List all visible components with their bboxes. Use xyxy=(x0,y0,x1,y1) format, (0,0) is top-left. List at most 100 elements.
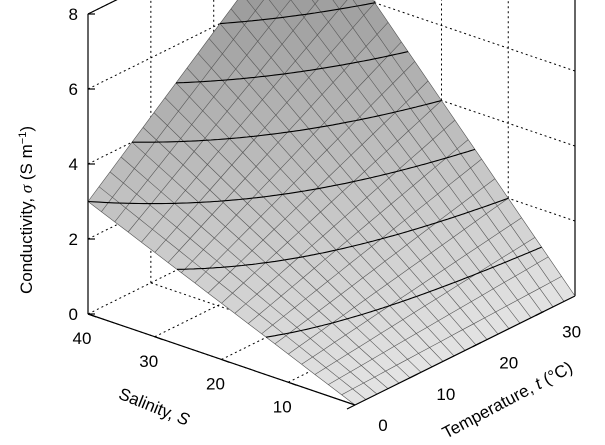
mesh-line-temperature xyxy=(352,0,565,302)
surface-patch xyxy=(298,222,323,246)
mesh-line-temperature xyxy=(109,171,378,395)
surface-patch xyxy=(417,80,442,111)
surface-patch xyxy=(209,177,235,203)
surface-patch xyxy=(333,216,359,241)
surface-patch xyxy=(383,346,408,366)
surface-patch xyxy=(243,272,268,295)
surface-patch xyxy=(341,388,366,405)
surface-patch xyxy=(539,282,564,307)
surface-patch xyxy=(202,96,228,125)
surface-patch xyxy=(459,167,484,196)
contour-line xyxy=(265,246,542,338)
mesh-line-temperature xyxy=(290,0,532,318)
surface-patch xyxy=(322,82,347,112)
surface-patch xyxy=(382,229,407,254)
surface-patch xyxy=(263,229,288,253)
surface-patch xyxy=(473,317,498,340)
surface-patch xyxy=(286,90,312,119)
surface-patch xyxy=(205,260,231,283)
surface-patch xyxy=(245,294,271,315)
surface-patch xyxy=(304,161,330,187)
surface-patch xyxy=(209,23,234,54)
surface-patch xyxy=(291,145,316,173)
surface-patch xyxy=(180,124,206,152)
surface-patch xyxy=(366,187,392,214)
surface-patch xyxy=(340,286,366,308)
surface-patch xyxy=(240,112,265,140)
surface-patch xyxy=(424,299,450,321)
tick-marks xyxy=(87,13,544,410)
surface-patch xyxy=(422,276,447,300)
surface-patch xyxy=(282,183,308,209)
surface-patch xyxy=(334,335,359,354)
z-tick-labels: 0 2 4 6 8 xyxy=(69,5,78,324)
surface-patch xyxy=(313,122,338,150)
surface-patch xyxy=(238,84,263,113)
surface-patch xyxy=(232,283,257,304)
surface-patch xyxy=(470,159,495,187)
surface-patch xyxy=(472,187,498,214)
surface-patch xyxy=(231,0,256,25)
surface-patch xyxy=(386,141,411,169)
surface-patch xyxy=(260,57,285,87)
surface-patch xyxy=(380,326,406,347)
surface-patch xyxy=(395,244,421,269)
surface-patch xyxy=(311,94,336,123)
surface-patch xyxy=(362,134,387,162)
surface-patch xyxy=(273,73,298,103)
surface-patch xyxy=(471,295,496,318)
surface-patch xyxy=(336,240,361,264)
surface-patch xyxy=(427,320,452,342)
surface-patch xyxy=(387,276,412,299)
surface-patch xyxy=(479,264,505,289)
surface-patch xyxy=(448,176,473,204)
surface-patch xyxy=(415,202,440,229)
surface-patch xyxy=(280,157,305,184)
surface-patch xyxy=(246,41,272,71)
surface-patch xyxy=(316,281,341,303)
surface-patch xyxy=(221,293,246,314)
surface-patch xyxy=(314,367,340,385)
surface-patch xyxy=(358,340,384,360)
surface-patch xyxy=(402,312,428,334)
temperature-tick-label: 20 xyxy=(499,354,518,373)
surface-patch xyxy=(314,259,339,282)
surface-patch xyxy=(272,316,297,336)
temperature-tick-label: 10 xyxy=(436,385,455,404)
surface-patch xyxy=(369,213,394,238)
surface-patch xyxy=(468,271,494,296)
surface-patch xyxy=(260,205,286,230)
surface-patch xyxy=(432,129,458,158)
surface-patch xyxy=(362,269,388,292)
temperature-tick-mark xyxy=(409,373,419,379)
surface-patch xyxy=(259,305,284,325)
surface-patch xyxy=(406,236,432,261)
surface-patch xyxy=(213,83,239,112)
surface-patch xyxy=(510,217,535,245)
surface-patch xyxy=(352,383,377,400)
surface-patch xyxy=(256,284,282,306)
z-tick-label: 8 xyxy=(69,5,78,24)
surface-patch xyxy=(328,9,353,41)
mesh-line-temperature xyxy=(268,0,521,324)
mesh-line-temperature xyxy=(164,97,433,368)
surface-patch xyxy=(513,244,538,270)
surface-patch xyxy=(345,327,370,348)
surface-patch xyxy=(373,123,398,152)
surface-patch xyxy=(407,353,432,373)
surface-patch xyxy=(442,237,467,262)
surface-patch xyxy=(329,165,354,192)
surface-patch xyxy=(343,307,368,328)
surface-patch xyxy=(318,302,344,323)
surface-patch xyxy=(377,22,402,54)
surface-patch xyxy=(368,64,393,95)
surface-patch xyxy=(323,342,348,361)
surface-patch xyxy=(360,246,385,270)
mesh-line-temperature xyxy=(142,127,411,379)
surface-patch xyxy=(424,167,449,195)
surface-patch xyxy=(293,17,318,48)
surface-patch xyxy=(353,171,378,198)
surface-patch xyxy=(356,320,381,341)
mesh-line-temperature xyxy=(311,0,543,313)
